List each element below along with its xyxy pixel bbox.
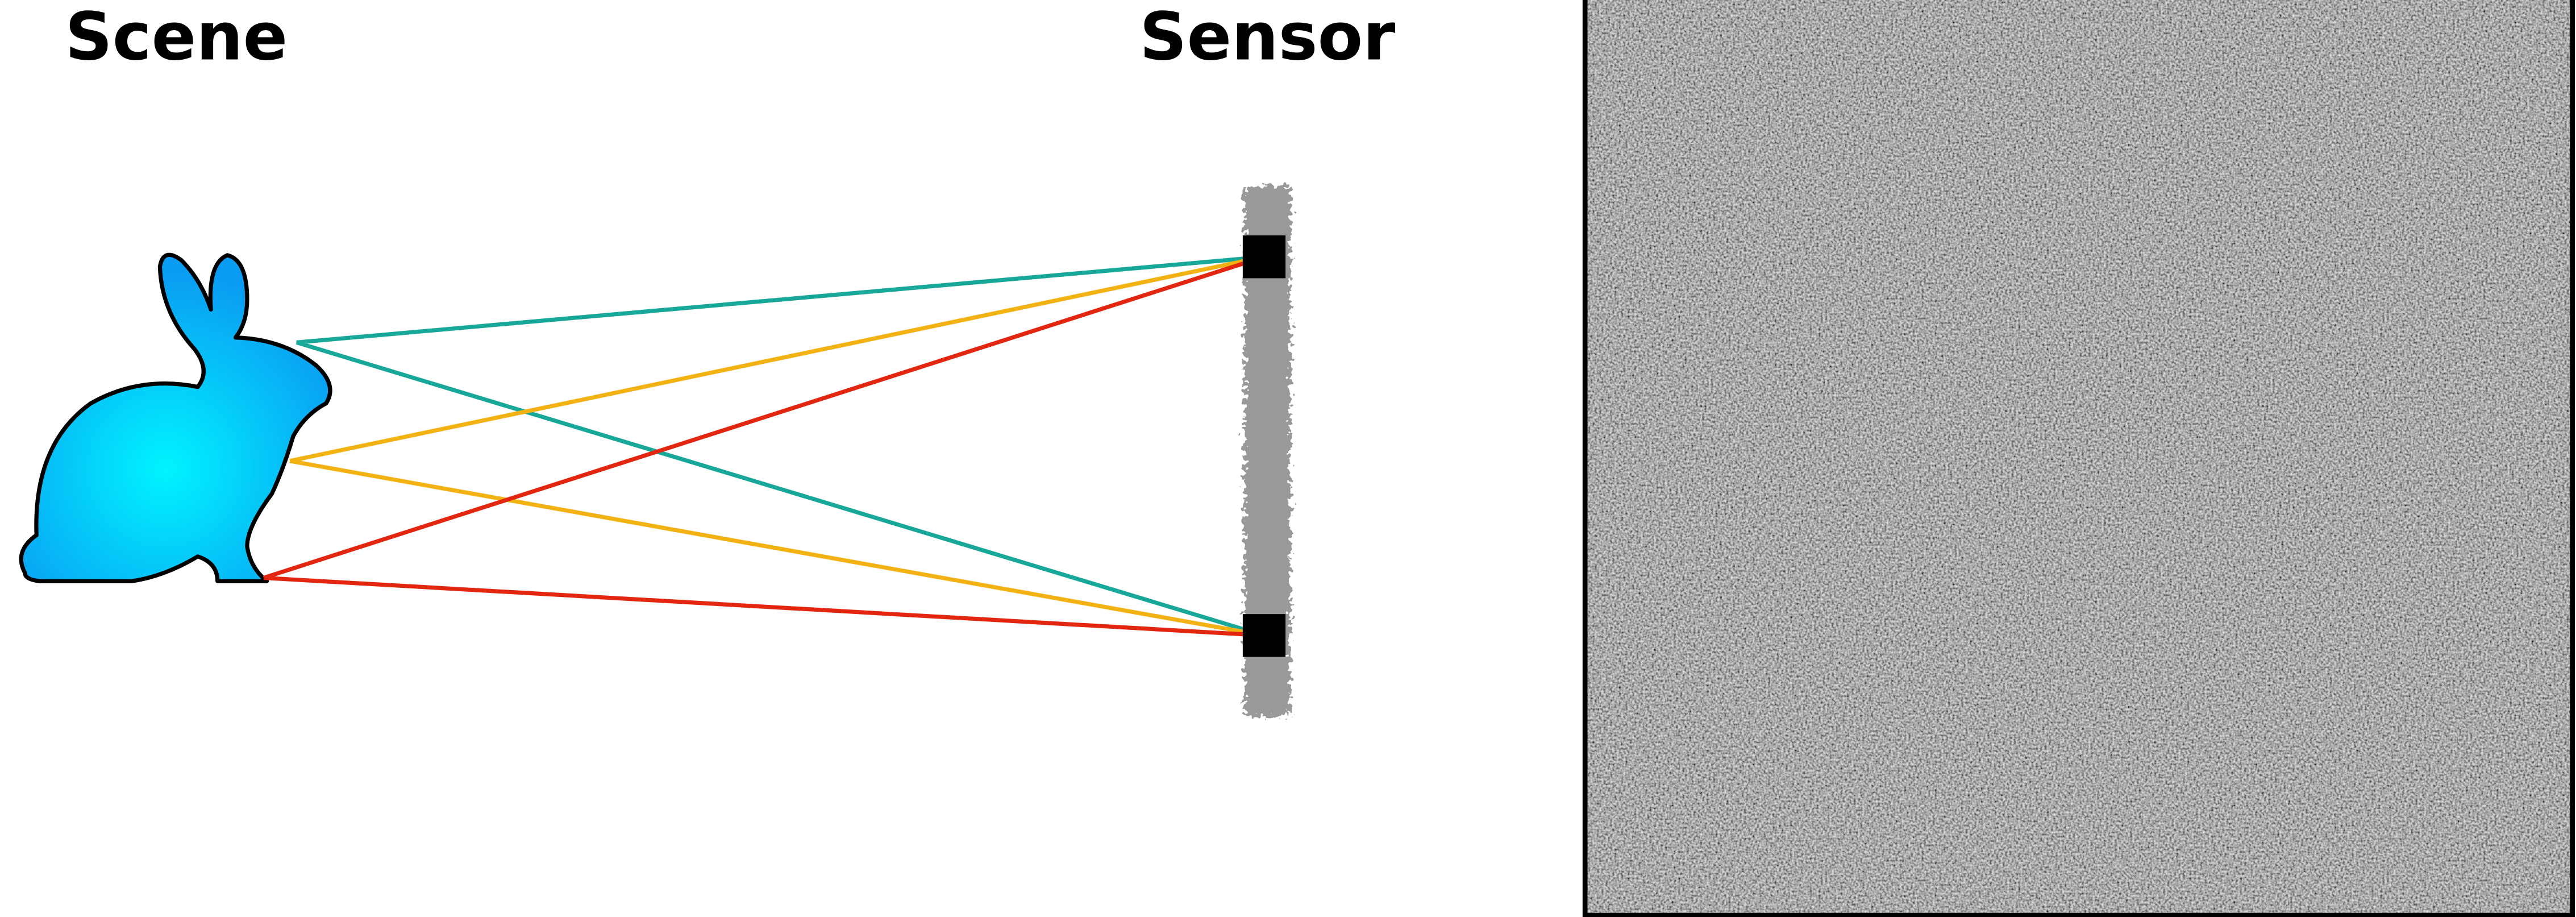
ray-red bbox=[263, 575, 1264, 638]
noise-image bbox=[1583, 0, 2573, 917]
ray-yellow bbox=[289, 255, 1265, 463]
ray-teal bbox=[296, 340, 1265, 638]
sensor-label: Sensor bbox=[1139, 0, 1395, 75]
rays bbox=[263, 255, 1265, 638]
noise-image-border bbox=[1582, 0, 2575, 917]
scene-label: Scene bbox=[65, 0, 288, 75]
bunny bbox=[19, 252, 332, 583]
ray-teal bbox=[296, 255, 1264, 345]
ray-red bbox=[263, 255, 1265, 580]
sensor-pixel bbox=[1242, 614, 1286, 657]
ray-yellow bbox=[289, 459, 1265, 638]
sensor-pixel bbox=[1242, 235, 1286, 279]
